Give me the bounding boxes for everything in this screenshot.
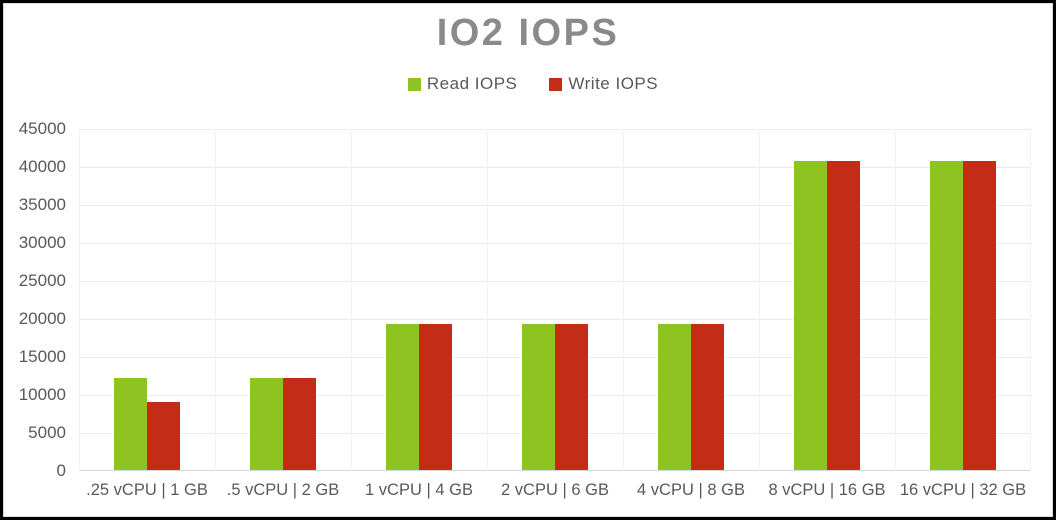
x-category-label: .25 vCPU | 1 GB [86,481,208,499]
bar-write-iops [555,324,588,470]
category-separator-line [623,129,624,471]
bar-read-iops [794,161,827,470]
category-separator-line [487,129,488,471]
gridline [79,243,1031,244]
y-tick-label: 15000 [18,347,66,366]
gridline [79,129,1031,130]
bar-write-iops [283,378,316,470]
x-category-label: .5 vCPU | 2 GB [226,481,340,499]
bar-write-iops [691,324,724,470]
x-category-label: 1 vCPU | 4 GB [365,481,473,499]
x-category-label: 2 vCPU | 6 GB [501,481,609,499]
y-tick-label: 25000 [18,271,66,290]
gridline [79,205,1031,206]
bar-write-iops [963,161,996,470]
chart-legend: Read IOPS Write IOPS [10,74,1056,94]
y-tick-label: 45000 [18,119,66,138]
bar-write-iops [827,161,860,470]
bar-read-iops [930,161,963,470]
chart-title: IO2 IOPS [436,12,620,54]
y-tick-label: 20000 [18,309,66,328]
bar-read-iops [522,324,555,470]
gridline [79,319,1031,320]
category-separator-line [895,129,896,471]
legend-item-read-iops: Read IOPS [407,74,518,94]
bar-write-iops [419,324,452,470]
y-tick-label: 40000 [18,157,66,176]
y-tick-label: 30000 [18,233,66,252]
category-separator-line [759,129,760,471]
bar-read-iops [386,324,419,470]
y-tick-label: 10000 [18,385,66,404]
bar-read-iops [658,324,691,470]
x-category-label: 4 vCPU | 8 GB [637,481,745,499]
y-tick-label: 0 [56,461,66,480]
bar-read-iops [114,378,147,470]
y-tick-label: 5000 [28,423,66,442]
legend-label-read-iops: Read IOPS [426,74,518,93]
category-separator-line [79,129,80,471]
category-separator-line [215,129,216,471]
x-category-label: 16 vCPU | 32 GB [899,481,1027,499]
gridline [79,167,1031,168]
read-iops-swatch-icon [407,77,421,91]
legend-item-write-iops: Write IOPS [549,74,658,94]
bar-write-iops [147,402,180,470]
category-separator-line [351,129,352,471]
write-iops-swatch-icon [549,77,563,91]
legend-label-write-iops: Write IOPS [568,74,659,93]
category-separator-line [1030,129,1031,471]
y-tick-label: 35000 [18,195,66,214]
plot-area [79,129,1031,471]
x-axis-line [79,470,1031,471]
gridline [79,281,1031,282]
x-category-label: 8 vCPU | 16 GB [768,481,886,499]
bar-read-iops [250,378,283,470]
